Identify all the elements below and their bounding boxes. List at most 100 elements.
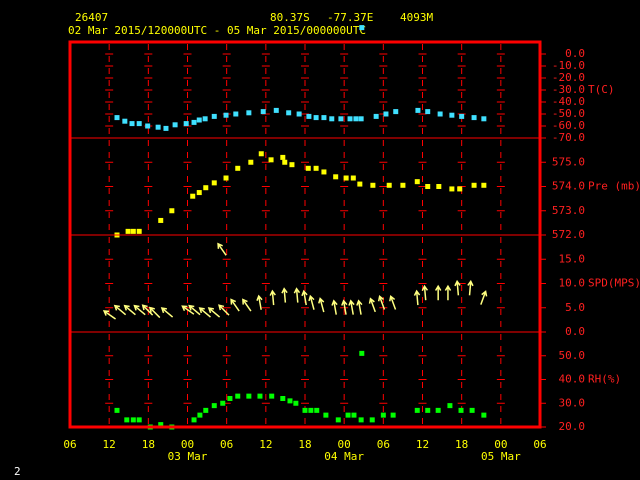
x-tick-label: 18: [142, 438, 155, 451]
wind-arrow: [281, 287, 288, 303]
data-point: [124, 417, 130, 423]
data-point: [358, 116, 364, 122]
data-point: [289, 162, 295, 168]
data-point: [437, 111, 443, 117]
y-tick-label: -40.0: [552, 95, 585, 108]
y-tick-label: 20.0: [559, 420, 586, 433]
data-point: [313, 165, 319, 171]
wind-arrow: [133, 304, 146, 316]
data-point: [235, 393, 241, 399]
wind-arrow: [341, 299, 348, 315]
data-point: [197, 412, 203, 418]
data-point: [459, 113, 465, 119]
data-point: [158, 422, 164, 428]
data-point: [359, 350, 365, 356]
wind-arrow: [331, 299, 338, 315]
data-point: [211, 403, 217, 409]
data-point: [203, 185, 209, 191]
wind-arrow: [207, 307, 221, 318]
wind-arrow: [141, 304, 154, 316]
data-point: [273, 107, 279, 113]
data-point: [172, 122, 178, 128]
wind-arrow: [454, 279, 461, 296]
wind-arrow: [102, 310, 116, 320]
wind-arrow: [368, 297, 376, 313]
elevation: 4093M: [400, 11, 433, 24]
x-tick-label: 12: [416, 438, 429, 451]
data-point: [136, 121, 142, 127]
wind-arrow: [356, 299, 363, 315]
data-point: [469, 407, 475, 413]
y-tick-label: -50.0: [552, 107, 585, 120]
x-tick-label: 18: [455, 438, 468, 451]
data-point: [269, 393, 275, 399]
data-point: [130, 228, 136, 234]
wind-arrow: [188, 304, 201, 316]
data-point: [335, 417, 341, 423]
y-tick-label: 50.0: [559, 349, 586, 362]
y-tick-label: 574.0: [552, 180, 585, 193]
data-point: [223, 175, 229, 181]
data-point: [296, 111, 302, 117]
data-point: [380, 412, 386, 418]
y-tick-label: -20.0: [552, 71, 585, 84]
data-point: [351, 412, 357, 418]
wind-arrow: [123, 304, 136, 316]
data-point: [357, 181, 363, 187]
data-point: [305, 165, 311, 171]
data-point: [359, 25, 365, 31]
date-label: 04 Mar: [324, 450, 364, 463]
data-point: [248, 159, 254, 165]
data-point: [386, 182, 392, 188]
data-point: [191, 417, 197, 423]
data-point: [369, 417, 375, 423]
y-tick-label: 572.0: [552, 228, 585, 241]
page-number: 2: [14, 465, 21, 478]
data-point: [196, 117, 202, 123]
data-point: [457, 186, 463, 192]
data-point: [258, 151, 264, 157]
data-point: [370, 182, 376, 188]
data-point: [163, 125, 169, 131]
data-point: [260, 109, 266, 115]
wind-arrow: [480, 290, 488, 305]
data-point: [308, 407, 314, 413]
wind-arrow: [160, 307, 174, 318]
y-axis-label: Pre (mb): [588, 180, 640, 193]
data-point: [223, 112, 229, 118]
data-point: [425, 407, 431, 413]
wind-arrow: [269, 289, 276, 306]
wind-arrow: [301, 289, 308, 306]
wind-arrow: [198, 307, 211, 318]
data-point: [314, 407, 320, 413]
data-point: [481, 412, 487, 418]
data-point: [343, 175, 349, 181]
data-point: [282, 159, 288, 165]
data-point: [425, 109, 431, 115]
data-point: [196, 190, 202, 196]
x-tick-label: 00: [338, 438, 351, 451]
y-tick-label: -30.0: [552, 83, 585, 96]
data-point: [400, 182, 406, 188]
y-tick-label: 0.0: [565, 325, 585, 338]
wind-arrow: [377, 294, 386, 310]
y-axis-label: T(C): [588, 83, 615, 96]
wind-arrow: [389, 294, 397, 310]
data-point: [323, 412, 329, 418]
y-tick-label: 5.0: [565, 301, 585, 314]
y-tick-label: 40.0: [559, 373, 586, 386]
y-tick-label: 0.0: [565, 47, 585, 60]
wind-arrow: [434, 284, 442, 301]
data-point: [220, 400, 226, 406]
data-point: [471, 115, 477, 121]
data-point: [202, 116, 208, 122]
data-point: [169, 208, 175, 214]
data-point: [114, 115, 120, 121]
data-point: [287, 398, 293, 404]
wind-arrow: [421, 284, 429, 301]
data-point: [435, 407, 441, 413]
data-point: [183, 121, 189, 127]
data-point: [246, 110, 252, 116]
data-point: [203, 407, 209, 413]
data-point: [302, 407, 308, 413]
